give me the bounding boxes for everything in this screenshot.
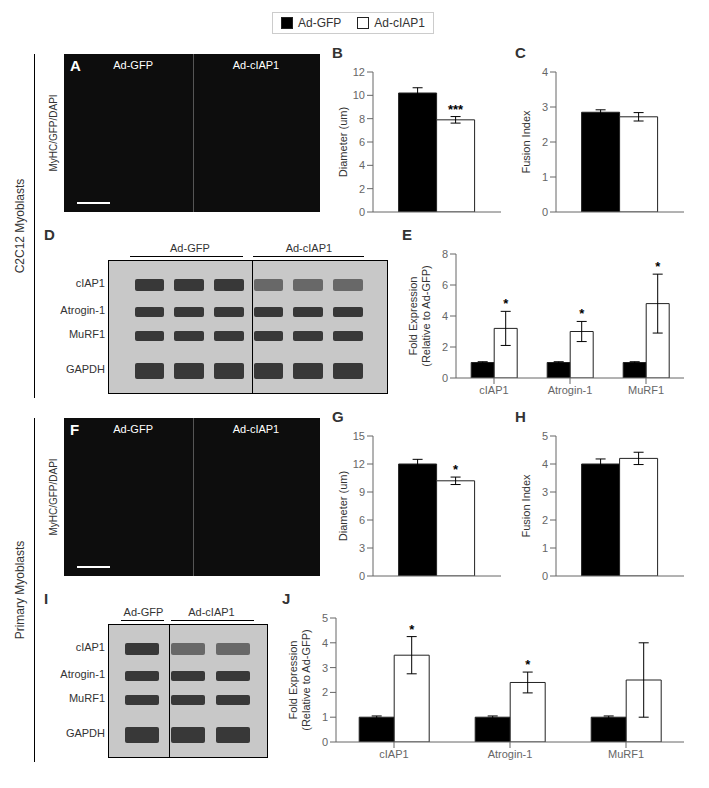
html-text:J: J [282, 590, 291, 607]
html-text:Ad-GFP: Ad-GFP [123, 606, 164, 618]
svg-text:Fold Expression(Relative to Ad: Fold Expression(Relative to Ad-GFP) [407, 265, 432, 366]
svg-text:3: 3 [542, 486, 548, 498]
svg-text:12: 12 [353, 458, 365, 470]
html-text:C: C [515, 44, 526, 61]
svg-text:4: 4 [442, 310, 448, 322]
svg-text:4: 4 [542, 66, 548, 78]
html-text:D: D [44, 226, 55, 243]
html-text:Ad-cIAP1: Ad-cIAP1 [188, 606, 235, 618]
html-text:Ad-GFP: Ad-GFP [298, 16, 342, 30]
svg-text:2: 2 [542, 514, 548, 526]
svg-text:8: 8 [359, 113, 365, 125]
svg-text:3: 3 [322, 662, 328, 674]
svg-text:12: 12 [353, 66, 365, 78]
html-text:F: F [70, 421, 80, 438]
svg-text:4: 4 [359, 159, 365, 171]
svg-text:*: * [655, 259, 661, 274]
html-text:cIAP1: cIAP1 [75, 277, 105, 290]
svg-text:Diameter (um): Diameter (um) [337, 471, 349, 541]
svg-text:0: 0 [442, 372, 448, 384]
html-text:cIAP1: cIAP1 [75, 641, 105, 654]
html-text:Primary Myoblasts: Primary Myoblasts [13, 540, 27, 640]
svg-text:6: 6 [359, 514, 365, 526]
html-text:Ad-GFP: Ad-GFP [113, 59, 153, 71]
svg-text:2: 2 [322, 686, 328, 698]
svg-text:0: 0 [542, 570, 548, 582]
svg-text:0: 0 [359, 206, 365, 218]
html-text:B: B [332, 44, 343, 61]
html-text:MuRF1: MuRF1 [68, 692, 105, 704]
svg-text:4: 4 [542, 458, 548, 470]
svg-text:Fold Expression(Relative to Ad: Fold Expression(Relative to Ad-GFP) [287, 629, 312, 730]
svg-text:6: 6 [442, 279, 448, 291]
svg-text:Fusion Index: Fusion Index [520, 474, 532, 537]
html-text:GAPDH: GAPDH [65, 362, 105, 375]
svg-text:1: 1 [542, 171, 548, 183]
html-text:A: A [70, 57, 81, 74]
html-text:Ad-cIAP1: Ad-cIAP1 [232, 59, 280, 71]
svg-text:***: *** [448, 102, 464, 117]
html-text:GAPDH: GAPDH [65, 726, 105, 739]
svg-text:10: 10 [353, 89, 365, 101]
svg-text:0: 0 [322, 736, 328, 748]
svg-text:6: 6 [359, 136, 365, 148]
html-text:Ad-GFP: Ad-GFP [113, 423, 153, 435]
html-text:Ad-cIAP1: Ad-cIAP1 [232, 423, 280, 435]
svg-text:*: * [503, 296, 509, 311]
html-text:Ad-GFP: Ad-GFP [170, 242, 210, 254]
svg-text:0: 0 [359, 570, 365, 582]
svg-text:4: 4 [322, 637, 328, 649]
html-text:E: E [402, 226, 412, 243]
svg-text:3: 3 [542, 101, 548, 113]
html-text:Ad-cIAP1: Ad-cIAP1 [285, 242, 333, 254]
svg-text:2: 2 [359, 183, 365, 195]
svg-text:5: 5 [542, 430, 548, 442]
svg-text:9: 9 [359, 486, 365, 498]
svg-text:Atrogin-1: Atrogin-1 [548, 384, 593, 396]
svg-text:cIAP1: cIAP1 [379, 748, 408, 760]
html-text:Atrogin-1: Atrogin-1 [60, 667, 105, 680]
svg-text:3: 3 [359, 542, 365, 554]
svg-text:1: 1 [322, 711, 328, 723]
svg-text:*: * [525, 657, 531, 672]
svg-text:MuRF1: MuRF1 [628, 384, 664, 396]
html-text:MyHC/GFP/DAPI: MyHC/GFP/DAPI [47, 458, 59, 536]
html-text:I: I [44, 590, 49, 607]
svg-text:8: 8 [442, 248, 448, 260]
svg-text:5: 5 [322, 612, 328, 624]
svg-text:cIAP1: cIAP1 [479, 384, 508, 396]
svg-text:*: * [579, 306, 585, 321]
html-text:MuRF1: MuRF1 [68, 328, 105, 340]
svg-text:*: * [409, 622, 415, 637]
html-text:Ad-cIAP1: Ad-cIAP1 [374, 16, 425, 30]
html-text:G: G [332, 408, 344, 425]
svg-text:2: 2 [542, 136, 548, 148]
svg-text:0: 0 [542, 206, 548, 218]
html-text:MyHC/GFP/DAPI: MyHC/GFP/DAPI [47, 94, 59, 172]
svg-text:1: 1 [542, 542, 548, 554]
svg-text:2: 2 [442, 341, 448, 353]
svg-text:Atrogin-1: Atrogin-1 [488, 748, 533, 760]
svg-text:Diameter (um): Diameter (um) [337, 107, 349, 177]
svg-text:15: 15 [353, 430, 365, 442]
html-text:C2C12 Myoblasts: C2C12 Myoblasts [13, 178, 27, 274]
svg-text:*: * [453, 462, 459, 477]
html-text:Atrogin-1: Atrogin-1 [60, 303, 105, 316]
html-text:H: H [515, 408, 526, 425]
svg-text:MuRF1: MuRF1 [608, 748, 644, 760]
svg-text:Fusion Index: Fusion Index [520, 110, 532, 173]
